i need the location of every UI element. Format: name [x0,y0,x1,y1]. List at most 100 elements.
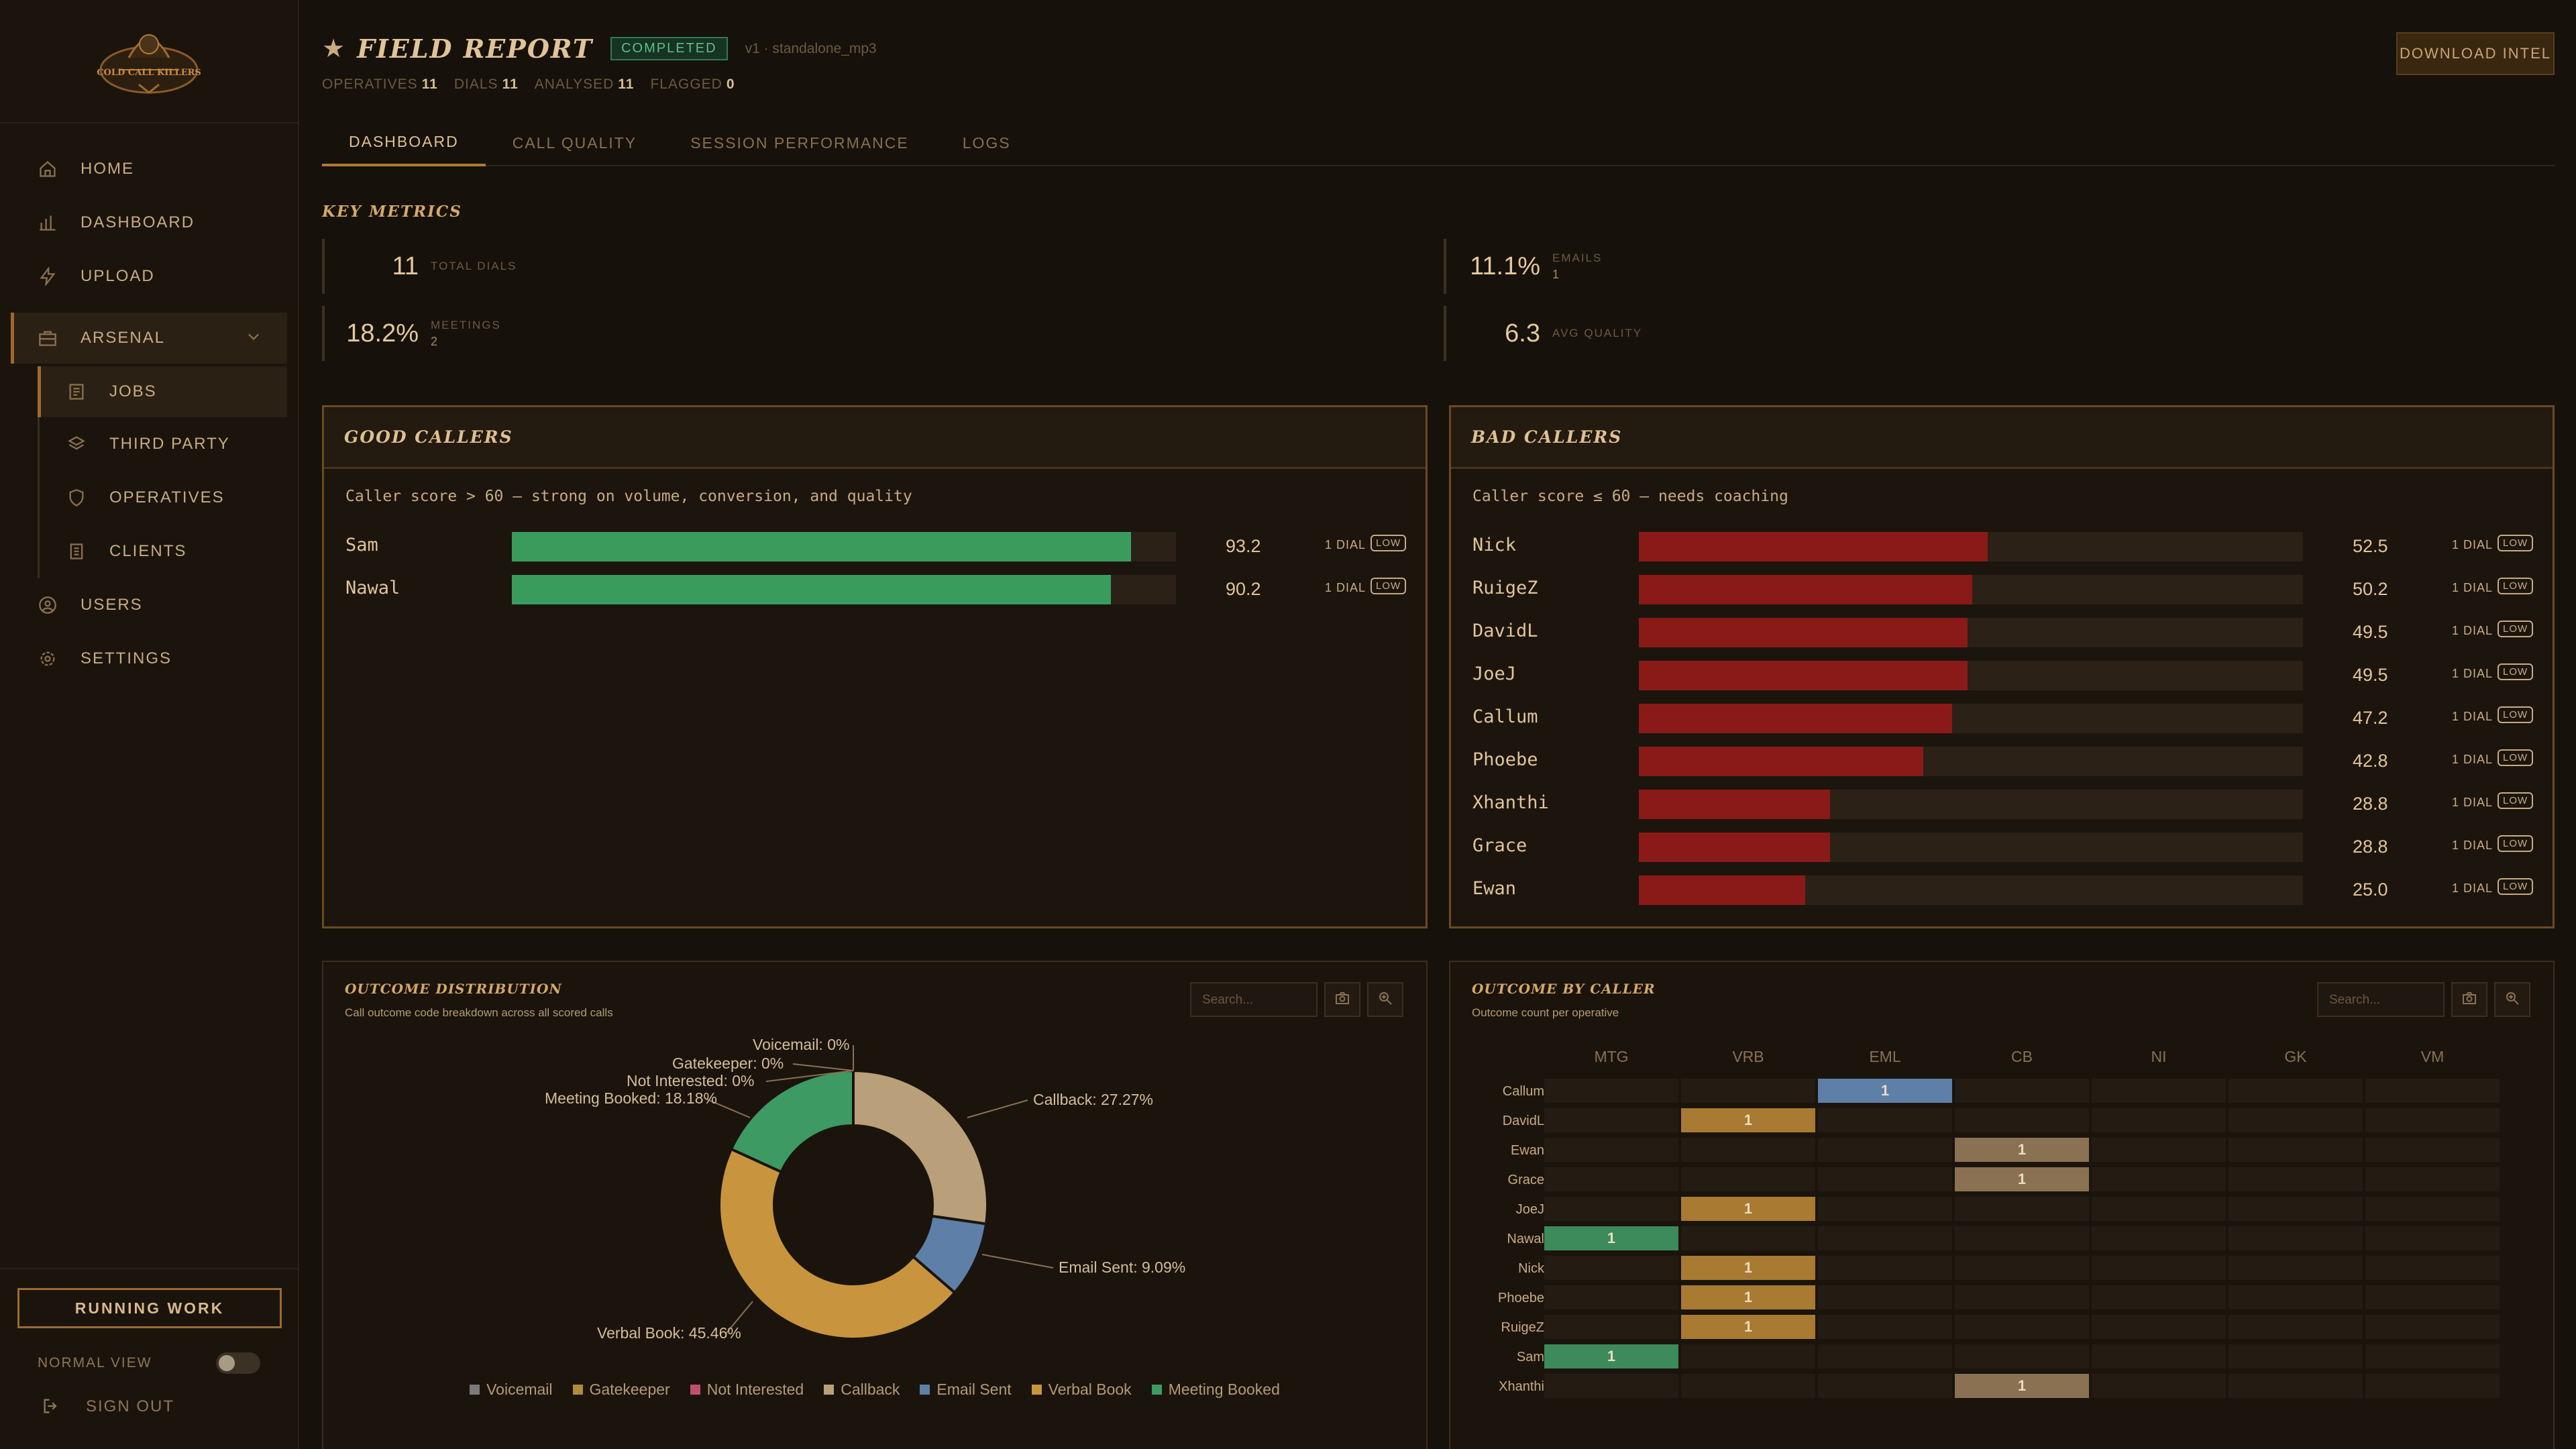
heatmap-cell[interactable] [1955,1315,2089,1339]
heatmap-cell[interactable] [2365,1197,2500,1221]
running-work-button[interactable]: RUNNING WORK [17,1288,282,1328]
sidebar-item-dashboard[interactable]: DASHBOARD [0,196,298,250]
heatmap-cell[interactable] [2365,1167,2500,1191]
sidebar-item-clients[interactable]: CLIENTS [40,525,298,578]
caller-row[interactable]: Nawal 90.2 1 DIAL LOW [345,572,1407,604]
heatmap-cell[interactable] [1818,1138,1952,1162]
heatmap-cell[interactable]: 1 [1955,1167,2089,1191]
heatmap-cell[interactable] [2229,1285,2363,1309]
heatmap-cell[interactable]: 1 [1955,1138,2089,1162]
heatmap-cell[interactable] [1955,1256,2089,1280]
caller-row[interactable]: DavidL 49.5 1 DIAL LOW [1472,615,2534,647]
sidebar-item-third-party[interactable]: THIRD PARTY [40,417,298,471]
heatmap-cell[interactable] [2092,1138,2226,1162]
heatmap-cell[interactable] [1544,1256,1678,1280]
heatmap-cell[interactable] [1955,1285,2089,1309]
heatmap-cell[interactable] [2229,1197,2363,1221]
heatmap-cell[interactable] [1818,1197,1952,1221]
zoom-button[interactable] [2494,982,2530,1017]
heatmap-cell[interactable] [2365,1344,2500,1368]
tab-logs[interactable]: LOGS [962,133,1011,152]
heatmap-cell[interactable] [2092,1197,2226,1221]
heatmap-cell[interactable] [2092,1344,2226,1368]
heatmap-cell[interactable] [1544,1285,1678,1309]
sign-out-link[interactable]: SIGN OUT [42,1397,174,1417]
heatmap-cell[interactable] [1681,1167,1815,1191]
legend-item[interactable]: Callback [824,1381,900,1399]
heatmap-cell[interactable] [2365,1138,2500,1162]
brand-logo[interactable]: COLD CALL KILLERS [92,17,206,105]
heatmap-cell[interactable] [1955,1079,2089,1103]
heatmap-cell[interactable] [2092,1108,2226,1132]
heatmap-cell[interactable]: 1 [1681,1197,1815,1221]
heatmap-cell[interactable] [1681,1226,1815,1250]
legend-item[interactable]: Voicemail [470,1381,553,1399]
donut-slice-callback[interactable] [852,1069,989,1226]
heatmap-cell[interactable] [1544,1197,1678,1221]
heatmap-cell[interactable] [1818,1108,1952,1132]
tab-call-quality[interactable]: CALL QUALITY [512,133,637,152]
caller-row[interactable]: Phoebe 42.8 1 DIAL LOW [1472,744,2534,776]
legend-item[interactable]: Meeting Booked [1151,1381,1280,1399]
heatmap-cell[interactable] [1681,1344,1815,1368]
legend-item[interactable]: Gatekeeper [572,1381,670,1399]
sidebar-item-users[interactable]: USERS [0,578,298,632]
caller-row[interactable]: Sam 93.2 1 DIAL LOW [345,529,1407,561]
legend-item[interactable]: Not Interested [690,1381,804,1399]
sidebar-item-operatives[interactable]: OPERATIVES [40,471,298,525]
heatmap-cell[interactable] [1544,1315,1678,1339]
heatmap-cell[interactable] [1818,1226,1952,1250]
tab-dashboard[interactable]: DASHBOARD [322,119,486,166]
heatmap-cell[interactable] [1818,1374,1952,1398]
heatmap-cell[interactable] [1544,1374,1678,1398]
heatmap-cell[interactable] [1681,1374,1815,1398]
camera-button[interactable] [2451,982,2487,1017]
heatmap-cell[interactable]: 1 [1544,1226,1678,1250]
caller-row[interactable]: RuigeZ 50.2 1 DIAL LOW [1472,572,2534,604]
tab-session-performance[interactable]: SESSION PERFORMANCE [690,133,909,152]
heatmap-cell[interactable] [2365,1374,2500,1398]
normal-view-toggle[interactable] [216,1352,260,1374]
heatmap-cell[interactable]: 1 [1681,1256,1815,1280]
heatmap-cell[interactable] [1818,1344,1952,1368]
heatmap-cell[interactable] [1955,1344,2089,1368]
donut-slice-verbal-book[interactable] [718,1147,957,1340]
heatmap-cell[interactable] [1955,1197,2089,1221]
heatmap-cell[interactable] [2365,1315,2500,1339]
heatmap-cell[interactable]: 1 [1681,1285,1815,1309]
heatmap-cell[interactable]: 1 [1544,1344,1678,1368]
sidebar-item-settings[interactable]: SETTINGS [0,632,298,686]
chevron-down-icon[interactable] [244,327,264,347]
heatmap-cell[interactable] [2229,1226,2363,1250]
heatmap-cell[interactable] [1955,1226,2089,1250]
heatmap-cell[interactable]: 1 [1955,1374,2089,1398]
heatmap-cell[interactable]: 1 [1681,1108,1815,1132]
heatmap-cell[interactable] [2229,1374,2363,1398]
sidebar-item-upload[interactable]: UPLOAD [0,250,298,303]
heatmap-cell[interactable] [2092,1167,2226,1191]
heatmap-cell[interactable] [2365,1226,2500,1250]
caller-row[interactable]: Xhanthi 28.8 1 DIAL LOW [1472,787,2534,819]
chart-search-input[interactable]: Search... [1190,982,1318,1017]
legend-item[interactable]: Email Sent [920,1381,1012,1399]
heatmap-cell[interactable]: 1 [1818,1079,1952,1103]
heatmap-cell[interactable] [2092,1285,2226,1309]
heatmap-cell[interactable] [1544,1108,1678,1132]
heatmap-cell[interactable] [1818,1285,1952,1309]
sidebar-group-arsenal[interactable]: ARSENAL [11,313,287,364]
legend-item[interactable]: Verbal Book [1031,1381,1132,1399]
heatmap-cell[interactable] [2365,1108,2500,1132]
download-intel-button[interactable]: DOWNLOAD INTEL [2396,32,2555,75]
caller-row[interactable]: Grace 28.8 1 DIAL LOW [1472,830,2534,862]
heatmap-cell[interactable] [2365,1079,2500,1103]
camera-button[interactable] [1324,982,1360,1017]
heatmap-cell[interactable] [2229,1079,2363,1103]
heatmap-cell[interactable] [1544,1079,1678,1103]
heatmap-cell[interactable] [2092,1226,2226,1250]
heatmap-cell[interactable] [2229,1138,2363,1162]
heatmap-cell[interactable] [2229,1344,2363,1368]
heatmap-cell[interactable]: 1 [1681,1315,1815,1339]
caller-row[interactable]: Callum 47.2 1 DIAL LOW [1472,701,2534,733]
heatmap-cell[interactable] [1544,1138,1678,1162]
heatmap-cell[interactable] [2229,1108,2363,1132]
